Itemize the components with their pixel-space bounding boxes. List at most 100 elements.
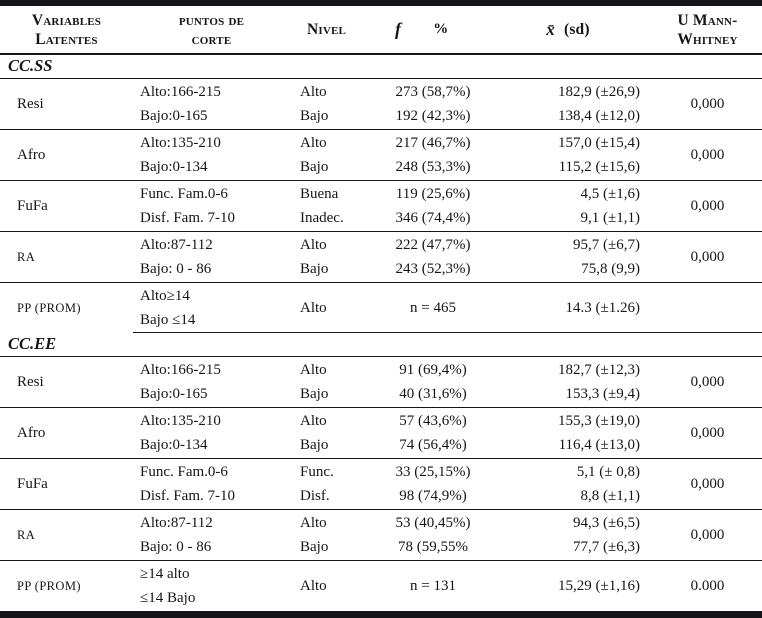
table-row: FuFa Func. Fam.0-6 Disf. Fam. 7-10 Func. D… — [0, 459, 762, 510]
cell-line: 77,7 (±6,3) — [573, 539, 640, 555]
cell-line: Bajo — [300, 159, 329, 175]
frequency-percent-cell: 91 (69,4%) 40 (31,6%) — [363, 357, 503, 408]
cell-line: Alto — [300, 135, 327, 151]
cell-line: Inadec. — [300, 210, 344, 226]
cell-line: 74 (56,4%) — [399, 437, 467, 453]
cell-line: 192 (42,3%) — [395, 108, 471, 124]
table-row: RA Alto:87-112 Bajo: 0 - 86 Alto Bajo 222 … — [0, 232, 762, 283]
cell-line: Bajo:0-165 — [140, 386, 208, 402]
header-sd-label: (sd) — [563, 21, 590, 38]
cell-line: 157,0 (±15,4) — [558, 135, 640, 151]
cell-line: Alto:87-112 — [140, 515, 213, 531]
cell-line: 273 (58,7%) — [395, 84, 471, 100]
cut-points-cell: Alto:166-215 Bajo:0-165 — [133, 79, 290, 130]
variable-name-cell: FuFa — [0, 459, 133, 510]
u-mann-whitney-cell: 0,000 — [653, 408, 762, 459]
level-cell: Alto Bajo — [290, 357, 363, 408]
u-mann-whitney-cell — [653, 283, 762, 333]
variable-name-cell: RA — [0, 510, 133, 561]
mean-sd-cell: 94,3 (±6,5) 77,7 (±6,3) — [503, 510, 653, 561]
cell-line: Alto:87-112 — [140, 237, 213, 253]
table-row: Afro Alto:135-210 Bajo:0-134 Alto Bajo 217… — [0, 130, 762, 181]
level-cell: Alto Bajo — [290, 408, 363, 459]
cell-line: Bajo — [300, 261, 329, 277]
header-u-line2: Whitney — [677, 30, 738, 48]
section-label: CC.SS — [8, 56, 53, 75]
header-variables-line1: Variables — [31, 11, 102, 29]
header-mean-sd: x̄ (sd) — [503, 6, 653, 53]
u-mann-whitney-cell: 0,000 — [653, 232, 762, 283]
frequency-percent-cell: 119 (25,6%) 346 (74,4%) — [363, 181, 503, 232]
cell-line: Func. — [300, 464, 334, 480]
cell-line: Bajo: 0 - 86 — [140, 539, 212, 555]
cut-points-cell: Alto:166-215 Bajo:0-165 — [133, 357, 290, 408]
table-row: PP (PROM) ≥14 alto ≤14 Bajo Alto n = 131 … — [0, 561, 762, 611]
variable-name-cell: PP (PROM) — [17, 579, 81, 593]
cell-line: 94,3 (±6,5) — [573, 515, 640, 531]
cell-line: Disf. Fam. 7-10 — [140, 210, 235, 226]
cell-line: Alto:166-215 — [140, 362, 221, 378]
mean-sd-cell: 182,9 (±26,9) 138,4 (±12,0) — [503, 79, 653, 130]
u-mann-whitney-cell: 0,000 — [653, 510, 762, 561]
section-label: CC.EE — [8, 334, 57, 353]
variable-name-cell: RA — [0, 232, 133, 283]
header-f-symbol: f — [395, 19, 402, 39]
cell-line: Alto — [300, 362, 327, 378]
header-u-line1: U Mann- — [677, 11, 738, 29]
cell-line: Alto:166-215 — [140, 84, 221, 100]
header-percent-symbol: % — [433, 21, 449, 37]
cell-line: 98 (74,9%) — [399, 488, 467, 504]
cut-points-cell: Alto:135-210 Bajo:0-134 — [133, 130, 290, 181]
level-cell: Buena Inadec. — [290, 181, 363, 232]
frequency-percent-cell: n = 131 — [363, 561, 503, 611]
cell-line: 119 (25,6%) — [395, 186, 471, 202]
cell-line: Alto — [300, 84, 327, 100]
cell-line: 78 (59,55% — [398, 539, 468, 555]
header-frequency-percent: f % — [363, 6, 503, 53]
cell-line: Bajo — [300, 108, 329, 124]
header-cut-line2: corte — [191, 30, 232, 48]
header-nivel-label: Nivel — [306, 21, 347, 38]
u-mann-whitney-cell: 0,000 — [653, 357, 762, 408]
mean-sd-cell: 95,7 (±6,7) 75,8 (9,9) — [503, 232, 653, 283]
cell-line: Alto — [300, 578, 327, 594]
cell-line: 346 (74,4%) — [395, 210, 471, 226]
cell-line: Alto:135-210 — [140, 135, 221, 151]
variable-name-cell: PP (PROM) — [17, 300, 81, 315]
mean-sd-cell: 15,29 (±1,16) — [503, 561, 653, 611]
u-mann-whitney-cell: 0,000 — [653, 130, 762, 181]
cell-line: 33 (25,15%) — [395, 464, 471, 480]
cut-points-cell: Func. Fam.0-6 Disf. Fam. 7-10 — [133, 459, 290, 510]
cell-line: 182,9 (±26,9) — [558, 84, 640, 100]
table-row: Afro Alto:135-210 Bajo:0-134 Alto Bajo 57 … — [0, 408, 762, 459]
cell-line: Disf. — [300, 488, 330, 504]
cell-line: Alto — [300, 413, 327, 429]
cell-line: Bajo: 0 - 86 — [140, 261, 212, 277]
mean-sd-cell: 4,5 (±1,6) 9,1 (±1,1) — [503, 181, 653, 232]
cell-line: Alto:135-210 — [140, 413, 221, 429]
cell-line: Alto — [300, 515, 327, 531]
frequency-percent-cell: 273 (58,7%) 192 (42,3%) — [363, 79, 503, 130]
cell-line: Bajo — [300, 386, 329, 402]
cell-line: 155,3 (±19,0) — [558, 413, 640, 429]
cell-line: Bajo ≤14 — [140, 311, 196, 328]
table-row: RA Alto:87-112 Bajo: 0 - 86 Alto Bajo 53 (… — [0, 510, 762, 561]
cell-line: 14.3 (±1.26) — [565, 299, 640, 316]
u-mann-whitney-cell: 0,000 — [653, 181, 762, 232]
header-mean-symbol: x̄ — [546, 20, 555, 39]
mean-sd-cell: 5,1 (± 0,8) 8,8 (±1,1) — [503, 459, 653, 510]
frequency-percent-cell: 53 (40,45%) 78 (59,55% — [363, 510, 503, 561]
u-mann-whitney-cell: 0.000 — [690, 578, 725, 594]
u-mann-whitney-cell: 0,000 — [653, 459, 762, 510]
cell-line: n = 465 — [410, 299, 456, 316]
cell-line: 243 (52,3%) — [395, 261, 471, 277]
frequency-percent-cell: 57 (43,6%) 74 (56,4%) — [363, 408, 503, 459]
cell-line: 116,4 (±13,0) — [558, 437, 640, 453]
cut-points-cell: Alto≥14 Bajo ≤14 — [133, 283, 290, 333]
cell-line: 53 (40,45%) — [395, 515, 471, 531]
table-row: FuFa Func. Fam.0-6 Disf. Fam. 7-10 Buena I… — [0, 181, 762, 232]
cell-line: Disf. Fam. 7-10 — [140, 488, 235, 504]
header-u-mann-whitney: U Mann- Whitney — [653, 6, 762, 53]
table-body: CC.SS Resi Alto:166-215 Bajo:0-165 Alto Ba… — [0, 55, 762, 611]
